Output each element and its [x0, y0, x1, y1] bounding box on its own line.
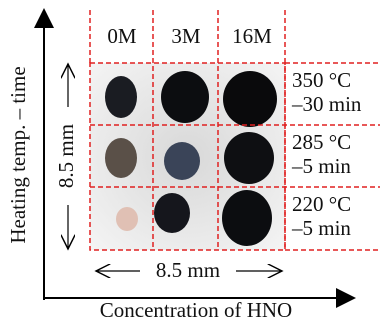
row-label: 285 °C [292, 130, 351, 154]
column-label: 0M [107, 24, 137, 48]
scale-label: 8.5 mm [156, 258, 220, 282]
row-label: –30 min [291, 92, 362, 116]
y-axis-label: Heating temp. – time [6, 66, 30, 243]
row-label: –5 min [291, 154, 351, 178]
column-label: 3M [171, 24, 201, 48]
row-label: –5 min [291, 216, 351, 240]
x-axis-label: Concentration of HNO [100, 298, 292, 322]
figure: Heating temp. – time Concentration of HN… [0, 0, 388, 322]
row-label: 220 °C [292, 192, 351, 216]
column-label: 16M [232, 24, 272, 48]
scale-label: 8.5 mm [54, 124, 78, 188]
row-label: 350 °C [292, 68, 351, 92]
